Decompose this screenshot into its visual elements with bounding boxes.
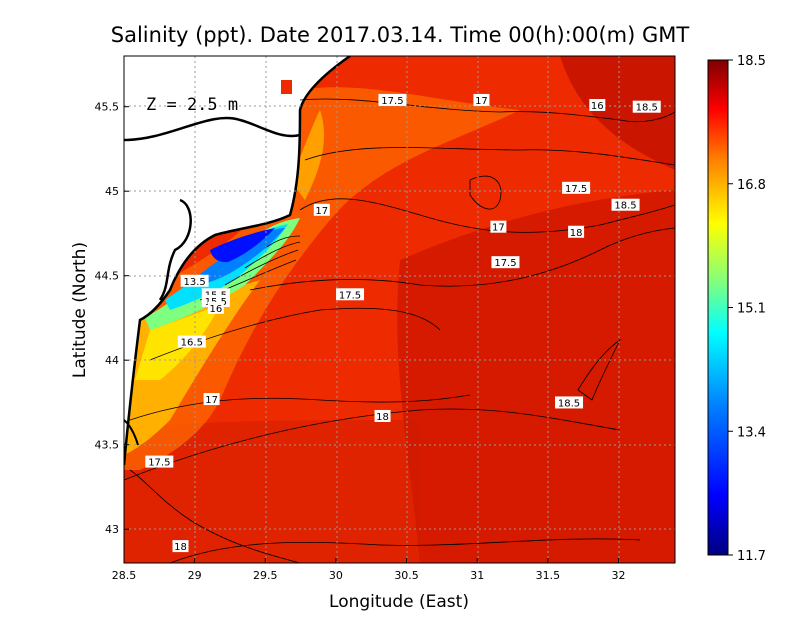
x-tick-label: 29.5 <box>253 569 278 582</box>
contour-plume-2 <box>244 241 301 269</box>
y-axis-label: Latitude (North) <box>70 242 90 378</box>
contour-line-mid2 <box>249 227 675 291</box>
plot-frame <box>123 55 676 564</box>
y-tick-label: 45 <box>105 185 119 198</box>
x-tick-label: 31 <box>470 569 484 582</box>
contour-label: 17.5 <box>565 184 587 195</box>
y-tick-label: 43 <box>105 523 119 536</box>
x-tick-label: 28.5 <box>112 569 137 582</box>
contour-label: 17.5 <box>339 290 361 301</box>
contour-label: 18.5 <box>558 398 580 409</box>
fresh-water-lightblue <box>195 228 285 285</box>
chart-title: Salinity (ppt). Date 2017.03.14. Time 00… <box>111 23 690 47</box>
contour-label: 16.5 <box>181 338 203 349</box>
colorbar <box>707 59 729 556</box>
contour-label-box <box>473 93 490 106</box>
contour-label: 17 <box>492 223 505 234</box>
contour-label-box <box>313 203 330 216</box>
yellow-core <box>135 305 220 380</box>
contour-label-box <box>145 455 174 468</box>
contour-line-18 <box>124 408 621 481</box>
x-ticks: 28.5 29 29.5 30 30.5 31 31.5 32 <box>112 558 625 582</box>
contour-label-box <box>177 335 206 348</box>
colorbar-tick-label: 15.1 <box>737 302 766 317</box>
grid-lines <box>124 56 675 563</box>
contour-label-box <box>589 99 606 112</box>
x-tick-label: 32 <box>611 569 625 582</box>
contour-plume-1 <box>264 235 301 249</box>
x-tick-label: 29 <box>188 569 202 582</box>
colorbar-tick-label: 11.7 <box>737 549 766 564</box>
contour-label-box <box>180 274 209 287</box>
contour-label: 13.5 <box>184 277 206 288</box>
y-tick-label: 44 <box>105 354 119 367</box>
offshore-high-salinity <box>397 190 675 563</box>
y-tick-label: 44.5 <box>95 270 120 283</box>
contour-label: 16 <box>209 304 222 315</box>
contour-lines <box>124 98 675 563</box>
land-border-north <box>124 116 301 142</box>
contour-label: 17.5 <box>494 258 516 269</box>
contour-line-north2 <box>304 147 675 166</box>
colorbar-tick-label: 16.8 <box>737 178 766 193</box>
y-ticks: 43 43.5 44 44.5 45 45.5 <box>95 101 129 536</box>
contour-label: 18 <box>174 542 187 553</box>
contour-label-box <box>555 396 584 409</box>
land-border-lake <box>158 198 192 301</box>
fresh-water-blue <box>210 228 275 263</box>
contour-label-box <box>172 540 189 553</box>
coastal-plume <box>124 87 520 471</box>
x-tick-label: 30.5 <box>394 569 419 582</box>
danube-mouth-patch <box>281 80 292 94</box>
colorbar-ticks: 18.5 16.8 15.1 13.4 11.7 <box>728 54 766 564</box>
contour-line-north <box>299 98 675 123</box>
y-tick-label: 45.5 <box>95 101 120 114</box>
contour-line-17 <box>129 394 471 421</box>
contour-line-mid <box>299 198 675 233</box>
contour-label-box <box>374 409 391 422</box>
south-high-salinity <box>124 420 420 563</box>
contour-label: 18.5 <box>614 201 636 212</box>
contour-label-box <box>378 93 407 106</box>
contour-label-box <box>207 301 224 314</box>
contour-label-box <box>203 393 220 406</box>
contour-label-box <box>568 225 585 238</box>
contour-loop-17 <box>469 175 502 210</box>
x-tick-label: 30 <box>329 569 343 582</box>
contour-label: 18.5 <box>636 103 658 114</box>
contour-label: 18 <box>570 228 583 239</box>
contour-label-box <box>336 288 365 301</box>
contour-labels: 17.5171618.517.518.517171817.513.515.515… <box>145 93 661 553</box>
plot-area: 17.5171618.517.518.517171817.513.515.515… <box>124 56 675 563</box>
contour-label: 17.5 <box>381 96 403 107</box>
contour-label-box <box>491 256 520 269</box>
contour-label: 17 <box>205 395 218 406</box>
contour-label-box <box>632 100 661 113</box>
colorbar-tick-label: 13.4 <box>737 425 766 440</box>
contour-line-175-south <box>129 469 301 563</box>
contour-label: 18 <box>376 412 389 423</box>
x-axis-label: Longitude (East) <box>329 592 469 612</box>
contour-loop-185 <box>577 338 622 401</box>
contour-label-box <box>611 198 640 211</box>
northeast-high-salinity <box>560 56 675 170</box>
depth-annotation: Z = 2.5 m <box>146 95 238 115</box>
contour-label: 16 <box>591 101 604 112</box>
y-tick-label: 43.5 <box>95 439 120 452</box>
land-border-south <box>124 419 139 446</box>
contour-label-box <box>562 181 591 194</box>
colorbar-tick-label: 18.5 <box>737 54 766 69</box>
north-plume <box>290 110 325 200</box>
contour-plume-3 <box>224 249 299 286</box>
contour-label: 17 <box>475 96 488 107</box>
coastline <box>124 56 351 466</box>
contour-line-18-south <box>169 538 641 563</box>
contour-label: 17.5 <box>148 458 170 469</box>
contour-label-box <box>490 220 507 233</box>
land-mass <box>124 56 350 465</box>
contour-label: 17 <box>315 206 328 217</box>
x-tick-label: 31.5 <box>536 569 561 582</box>
